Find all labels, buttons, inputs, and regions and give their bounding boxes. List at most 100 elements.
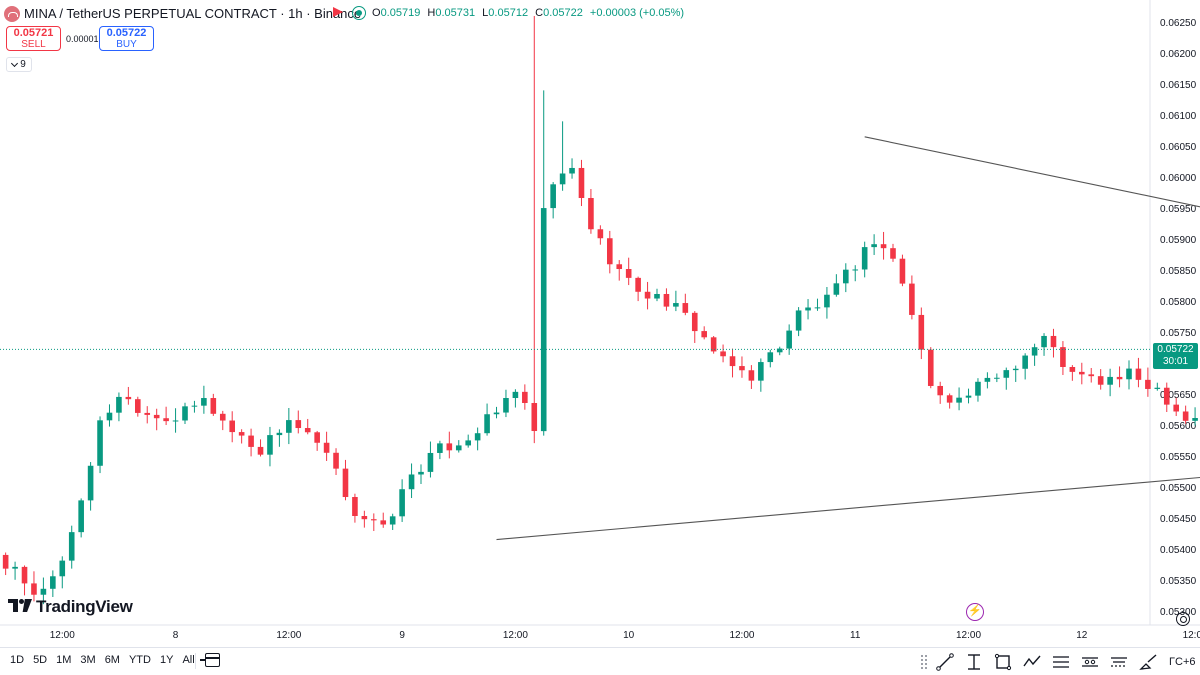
mina-coin-icon	[4, 6, 20, 22]
candle-body	[531, 402, 538, 432]
candle-body	[257, 446, 264, 455]
candle-body	[1031, 347, 1038, 356]
symbol-title[interactable]: MINA / TetherUS PERPETUAL CONTRACT · 1h …	[24, 6, 362, 21]
drawing-tools: ΓC+6	[912, 648, 1200, 675]
candle-body	[682, 303, 689, 313]
market-status-icon[interactable]	[352, 6, 366, 20]
chevron-down-icon	[11, 59, 19, 67]
x-tick-label: 11	[850, 630, 861, 641]
candle-body	[1126, 368, 1132, 380]
candle-body	[871, 244, 877, 248]
drag-handle-icon[interactable]	[920, 654, 928, 670]
candle-body	[323, 442, 330, 453]
timezone-label[interactable]: ΓC+6	[1169, 656, 1196, 668]
range-1m[interactable]: 1M	[56, 654, 72, 666]
candle-body	[465, 440, 471, 446]
candle-body	[522, 391, 528, 403]
candle-body	[408, 474, 415, 490]
vertical-line-icon[interactable]	[962, 651, 986, 673]
lightning-icon[interactable]: ⚡	[966, 603, 984, 621]
candle-body	[1069, 366, 1076, 372]
candle-body	[1060, 347, 1066, 367]
candle-body	[691, 312, 698, 332]
brush-icon[interactable]	[1136, 651, 1160, 673]
range-6m[interactable]: 6M	[104, 654, 120, 666]
ohlc-high-label: H	[427, 7, 436, 19]
y-tick-label: 0.05450	[1160, 514, 1197, 525]
x-tick-label: 12:00	[50, 630, 75, 641]
y-tick-label: 0.05800	[1160, 297, 1197, 308]
candle-body	[455, 445, 462, 451]
candle-body	[106, 412, 113, 421]
candle-body	[550, 184, 556, 209]
candle-body	[927, 349, 934, 386]
range-ytd[interactable]: YTD	[128, 654, 151, 666]
candle-body	[701, 331, 707, 338]
y-tick-label: 0.06200	[1160, 49, 1197, 60]
buy-price: 0.05722	[106, 27, 147, 39]
candle-body	[795, 310, 802, 331]
candle-body	[2, 554, 9, 569]
candle-body	[1173, 404, 1179, 412]
x-tick-label: 12:00	[729, 630, 754, 641]
range-3m[interactable]: 3M	[80, 654, 96, 666]
go-to-date-icon[interactable]	[200, 653, 220, 667]
candle-body	[125, 396, 132, 400]
candle-body	[1182, 411, 1189, 421]
trend-line-icon[interactable]	[933, 651, 957, 673]
candle-body	[588, 198, 594, 230]
sell-button[interactable]: 0.05721 SELL	[6, 26, 61, 51]
candle-body	[616, 264, 623, 270]
candle-body	[540, 208, 547, 432]
x-tick-label: 12:00	[956, 630, 981, 641]
bottom-toolbar: 1D 5D 1M 3M 6M YTD 1Y All ΓC+6	[0, 647, 1200, 675]
candle-body	[956, 397, 962, 403]
buy-button[interactable]: 0.05722 BUY	[99, 26, 154, 51]
ohlc-high-value: 0.05731	[435, 7, 476, 19]
candle-body	[1192, 418, 1198, 421]
candle-body	[304, 428, 311, 433]
candle-body	[68, 532, 75, 561]
candle-body	[219, 413, 226, 421]
candle-body	[144, 412, 151, 415]
candle-body	[852, 269, 859, 271]
candle-body	[663, 293, 670, 307]
candle-body	[361, 516, 368, 520]
candle-body	[172, 420, 179, 422]
candle-body	[238, 432, 245, 436]
candle-body	[50, 576, 56, 589]
candle-body	[59, 560, 66, 577]
y-tick-label: 0.06100	[1160, 111, 1197, 122]
fib-retracement-icon[interactable]	[1049, 651, 1073, 673]
range-5d[interactable]: 5D	[33, 654, 48, 666]
candle-body	[191, 405, 198, 407]
tradingview-logo[interactable]: TradingView	[8, 597, 133, 617]
candle-body	[267, 435, 273, 455]
forecast-icon[interactable]	[1107, 651, 1131, 673]
gear-icon[interactable]	[1176, 612, 1190, 626]
rectangle-icon[interactable]	[991, 651, 1015, 673]
indicator-count: 9	[20, 59, 26, 70]
candle-body	[135, 399, 141, 413]
range-1d[interactable]: 1D	[10, 654, 25, 666]
candle-body	[276, 432, 283, 436]
long-position-icon[interactable]	[1078, 651, 1102, 673]
range-1y[interactable]: 1Y	[159, 654, 174, 666]
y-tick-label: 0.06000	[1160, 173, 1197, 184]
range-all[interactable]: All	[182, 654, 195, 666]
candle-body	[559, 173, 566, 185]
candle-body	[824, 294, 830, 308]
trendline-upper	[864, 136, 1200, 208]
candle-body	[399, 489, 405, 517]
trendline-lower	[496, 476, 1200, 541]
x-tick-label: 12:00	[503, 630, 528, 641]
y-tick-label: 0.05550	[1160, 452, 1197, 463]
candle-body	[1097, 376, 1104, 385]
path-icon[interactable]	[1020, 651, 1044, 673]
candle-body	[474, 433, 481, 441]
flag-icon[interactable]	[333, 7, 345, 19]
candle-body	[342, 468, 349, 498]
indicators-toggle[interactable]: 9	[6, 57, 32, 72]
candle-body	[814, 307, 821, 309]
